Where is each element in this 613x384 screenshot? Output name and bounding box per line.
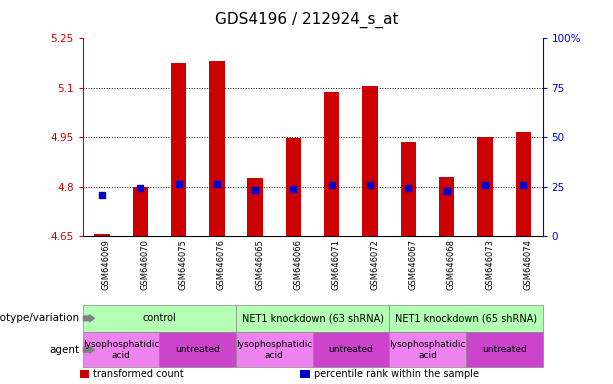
Text: GSM646074: GSM646074 [524, 239, 532, 290]
Text: GSM646071: GSM646071 [332, 239, 341, 290]
Text: lysophosphatidic
acid: lysophosphatidic acid [389, 340, 466, 359]
Text: NET1 knockdown (65 shRNA): NET1 knockdown (65 shRNA) [395, 313, 537, 323]
Text: GSM646068: GSM646068 [447, 239, 455, 290]
Bar [401, 142, 416, 236]
Text: percentile rank within the sample: percentile rank within the sample [314, 369, 479, 379]
Text: control: control [142, 313, 177, 323]
Point [442, 188, 452, 194]
Point [519, 182, 528, 188]
Point [365, 182, 375, 188]
Bar [286, 138, 301, 236]
Bar [516, 132, 531, 236]
Text: untreated: untreated [329, 345, 373, 354]
Bar [478, 137, 493, 236]
Text: GDS4196 / 212924_s_at: GDS4196 / 212924_s_at [215, 12, 398, 28]
Point [97, 192, 107, 198]
Text: GSM646073: GSM646073 [485, 239, 494, 290]
Text: GSM646067: GSM646067 [408, 239, 417, 290]
Text: transformed count: transformed count [93, 369, 184, 379]
Point [250, 187, 260, 193]
Point [135, 185, 145, 192]
Bar [324, 92, 340, 236]
Text: untreated: untreated [175, 345, 220, 354]
Bar [248, 179, 263, 236]
Text: lysophosphatidic
acid: lysophosphatidic acid [83, 340, 159, 359]
Bar [132, 187, 148, 236]
Text: GSM646065: GSM646065 [255, 239, 264, 290]
Text: GSM646072: GSM646072 [370, 239, 379, 290]
Point [212, 181, 222, 187]
Point [403, 185, 413, 192]
Point [173, 181, 183, 187]
Text: untreated: untreated [482, 345, 527, 354]
Text: agent: agent [50, 345, 80, 355]
Text: GSM646066: GSM646066 [294, 239, 302, 290]
Bar [362, 86, 378, 236]
Text: GSM646070: GSM646070 [140, 239, 149, 290]
Bar [439, 177, 454, 236]
Text: genotype/variation: genotype/variation [0, 313, 80, 323]
Text: GSM646069: GSM646069 [102, 239, 111, 290]
Text: NET1 knockdown (63 shRNA): NET1 knockdown (63 shRNA) [242, 313, 384, 323]
Point [327, 182, 337, 188]
Bar [171, 63, 186, 236]
Text: GSM646075: GSM646075 [178, 239, 188, 290]
Point [289, 186, 299, 192]
Point [480, 182, 490, 188]
Bar [209, 61, 224, 236]
Text: lysophosphatidic
acid: lysophosphatidic acid [236, 340, 313, 359]
Bar [94, 234, 110, 236]
Text: GSM646076: GSM646076 [217, 239, 226, 290]
